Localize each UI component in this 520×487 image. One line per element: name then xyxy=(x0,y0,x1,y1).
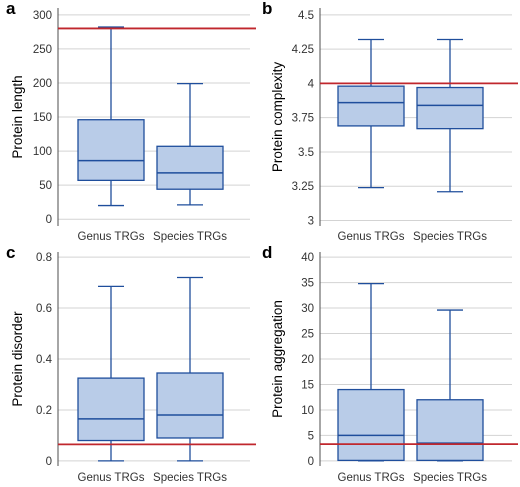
y-tick-label: 0.6 xyxy=(36,303,52,315)
iqr-box xyxy=(156,145,224,190)
y-tick-label: 3 xyxy=(308,216,314,228)
x-category-label: Genus TRGs xyxy=(338,472,405,484)
y-tick-label: 30 xyxy=(301,303,314,315)
chart-panel-b: 3 3.25 3.5 3.75 4 4.25 4.5 Protein complexity Ge… xyxy=(270,8,518,243)
y-tick-label: 50 xyxy=(39,180,52,192)
y-tick-label: 0 xyxy=(308,456,314,468)
y-tick-label: 25 xyxy=(301,329,314,341)
iqr-box xyxy=(77,377,145,442)
y-axis-label: Protein disorder xyxy=(10,311,25,407)
y-tick-label: 3.5 xyxy=(298,147,314,159)
iqr-box xyxy=(337,85,405,127)
box-species xyxy=(156,276,224,462)
x-category-label: Genus TRGs xyxy=(78,472,145,484)
y-tick-label: 300 xyxy=(33,10,52,22)
x-category-label: Species TRGs xyxy=(153,231,227,243)
y-tick-label: 4.5 xyxy=(298,10,314,22)
x-category-label: Genus TRGs xyxy=(338,231,405,243)
panel-letter-b: b xyxy=(262,0,273,18)
y-tick-label: 4.25 xyxy=(292,44,314,56)
box-species xyxy=(416,38,484,193)
y-tick-label: 150 xyxy=(33,112,52,124)
chart-panel-d: 0 5 10 15 20 25 30 35 40 Protein aggregation Genus… xyxy=(270,252,518,484)
y-tick-label: 0 xyxy=(46,214,52,226)
y-tick-label: 15 xyxy=(301,379,314,391)
y-tick-label: 20 xyxy=(301,354,314,366)
y-tick-label: 0.4 xyxy=(36,354,53,366)
y-tick-label: 100 xyxy=(33,146,52,158)
iqr-box xyxy=(77,119,145,182)
y-tick-label: 3.75 xyxy=(292,113,314,125)
panel-letter-c: c xyxy=(6,243,16,262)
box-genus xyxy=(77,285,145,462)
panel-letter-d: d xyxy=(262,243,273,262)
y-tick-label: 10 xyxy=(301,405,314,417)
y-tick-label: 250 xyxy=(33,44,52,56)
panel-letter-a: a xyxy=(6,0,16,18)
box-species xyxy=(416,309,484,462)
x-category-label: Species TRGs xyxy=(413,231,487,243)
y-tick-label: 35 xyxy=(301,278,314,290)
box-species xyxy=(156,82,224,206)
iqr-box xyxy=(156,372,224,439)
y-tick-label: 0.2 xyxy=(36,405,52,417)
y-tick-label: 0.8 xyxy=(36,252,52,264)
y-tick-label: 0 xyxy=(46,456,52,468)
y-tick-label: 3.25 xyxy=(292,181,314,193)
y-tick-label: 200 xyxy=(33,78,52,90)
box-genus xyxy=(337,282,405,462)
y-axis-label: Protein complexity xyxy=(270,62,285,173)
x-category-label: Species TRGs xyxy=(413,472,487,484)
x-category-label: Genus TRGs xyxy=(78,231,145,243)
x-category-label: Species TRGs xyxy=(153,472,227,484)
y-tick-label: 5 xyxy=(308,430,314,442)
box-genus xyxy=(77,26,145,207)
y-tick-label: 4 xyxy=(308,78,315,90)
y-tick-label: 40 xyxy=(301,252,314,264)
iqr-box xyxy=(416,86,484,130)
chart-panel-a: 0 50 100 150 200 250 300 Protein length Genus TR… xyxy=(10,8,256,243)
iqr-box xyxy=(337,388,405,462)
y-axis-label: Protein length xyxy=(10,75,25,158)
iqr-box xyxy=(416,399,484,462)
y-axis-label: Protein aggregation xyxy=(270,300,285,418)
chart-panel-c: 0 0.2 0.4 0.6 0.8 Protein disorder Genus TRGs S… xyxy=(10,252,256,484)
box-genus xyxy=(337,38,405,189)
